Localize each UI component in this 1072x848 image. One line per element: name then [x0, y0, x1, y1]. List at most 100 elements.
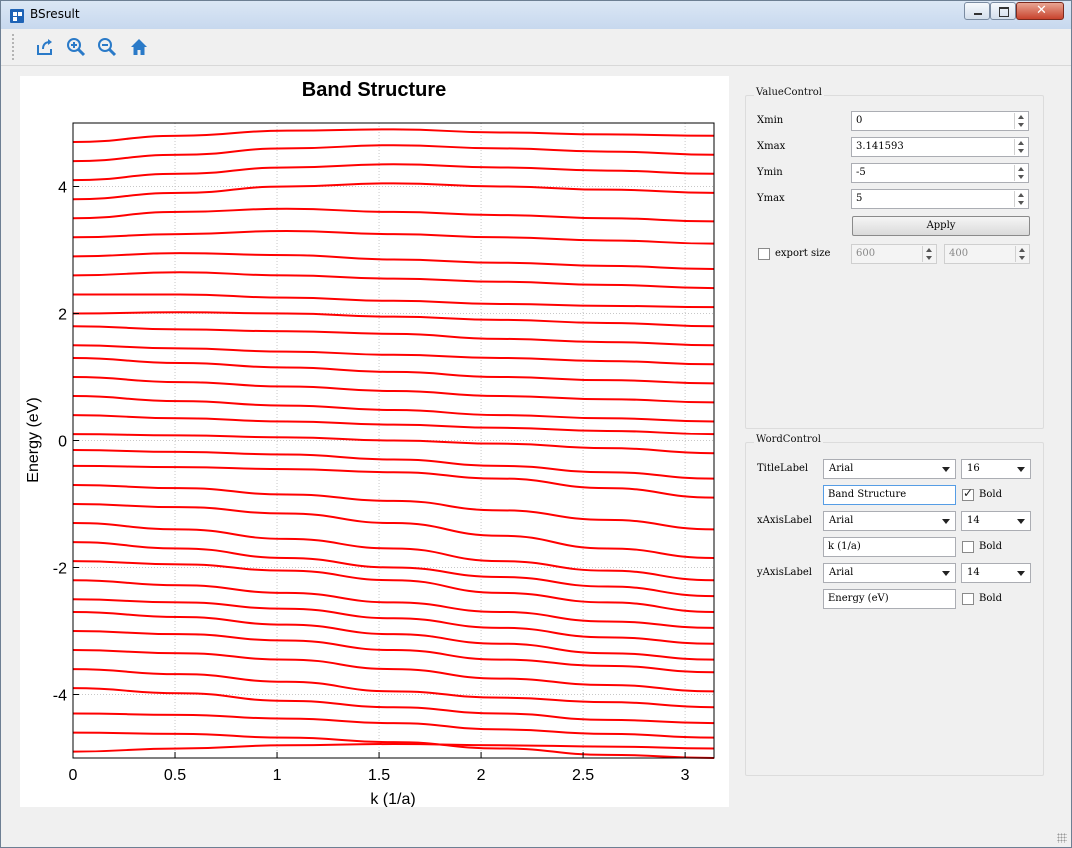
band-line [72, 522, 715, 582]
export-size-checkbox[interactable] [758, 248, 770, 260]
x-tick-label: 1 [273, 767, 282, 784]
band-line [72, 293, 715, 309]
x-tick-label: 2 [477, 767, 486, 784]
maximize-button[interactable] [990, 2, 1016, 20]
y-axis-font-value: Arial [829, 567, 854, 578]
chevron-down-icon [1017, 571, 1025, 576]
xmax-value: 3.141593 [856, 141, 904, 152]
x-tick-label: 1.5 [368, 767, 390, 784]
xmin-label: Xmin [757, 115, 784, 126]
close-icon: ✕ [1036, 3, 1047, 18]
x-axis-bold-checkbox[interactable] [962, 541, 974, 553]
band-line [72, 649, 715, 693]
y-axis-size-combo[interactable]: 14 [961, 563, 1031, 583]
maximize-icon [999, 7, 1009, 17]
band-line [72, 483, 715, 531]
chevron-down-icon [942, 519, 950, 524]
band-line [72, 311, 715, 328]
minimize-icon [974, 13, 982, 15]
ymin-label: Ymin [757, 167, 783, 178]
minimize-button[interactable] [964, 2, 990, 20]
band-line [72, 271, 715, 290]
zoom-out-icon[interactable] [97, 37, 117, 57]
close-button[interactable]: ✕ [1016, 2, 1064, 20]
spin-arrows-icon[interactable] [922, 246, 935, 262]
home-icon[interactable] [129, 37, 149, 57]
chart-title: Band Structure [302, 79, 446, 101]
title-size-value: 16 [967, 463, 980, 474]
app-icon [10, 9, 24, 23]
y-tick-label: 0 [58, 434, 67, 451]
band-structure-chart[interactable]: Band Structure 0 0.5 1 1.5 2 2.5 3 -4 -2 0 2 4 k (1… [20, 76, 729, 808]
y-axis-label-caption: yAxisLabel [757, 567, 812, 578]
spin-arrows-icon[interactable] [1014, 139, 1027, 155]
title-size-combo[interactable]: 16 [961, 459, 1031, 479]
band-line [72, 356, 715, 385]
band-line [72, 207, 715, 223]
chart-panel[interactable]: Band Structure 0 0.5 1 1.5 2 2.5 3 -4 -2 0 2 4 k (1… [20, 76, 729, 808]
band-line [72, 325, 715, 347]
apply-button[interactable]: Apply [852, 216, 1030, 236]
chevron-down-icon [942, 571, 950, 576]
band-line [72, 395, 715, 423]
band-line [72, 503, 715, 559]
x-axis-text-input[interactable]: k (1/a) [823, 537, 956, 557]
toolbar [1, 29, 1071, 66]
zoom-in-icon[interactable] [66, 37, 86, 57]
y-tick-label: 2 [58, 307, 67, 324]
band-line [72, 731, 715, 759]
spin-arrows-icon[interactable] [1014, 165, 1027, 181]
export-size-label: export size [775, 248, 831, 259]
y-axis-label: Energy (eV) [25, 397, 42, 482]
chevron-down-icon [1017, 467, 1025, 472]
y-axis-text-value: Energy (eV) [828, 593, 889, 604]
band-line [72, 630, 715, 674]
ymax-value: 5 [856, 193, 863, 204]
band-line [72, 668, 715, 709]
spin-arrows-icon[interactable] [1015, 246, 1028, 262]
band-line [72, 687, 715, 725]
x-axis-size-combo[interactable]: 14 [961, 511, 1031, 531]
y-axis-text-input[interactable]: Energy (eV) [823, 589, 956, 609]
spin-arrows-icon[interactable] [1014, 113, 1027, 129]
y-tick-label: -2 [53, 561, 67, 578]
value-control-title: ValueControl [754, 87, 824, 98]
ymin-spinbox[interactable]: -5 [851, 163, 1029, 183]
title-bold-label: Bold [979, 489, 1002, 500]
y-axis-font-combo[interactable]: Arial [823, 563, 956, 583]
window-title: BSresult [30, 7, 80, 21]
title-text-input[interactable]: Band Structure [823, 485, 956, 505]
xmax-label: Xmax [757, 141, 786, 152]
x-axis-text-value: k (1/a) [828, 541, 861, 552]
band-line [72, 344, 715, 366]
chart-series-group [72, 128, 715, 759]
title-text-value: Band Structure [828, 489, 907, 500]
export-width-spinbox[interactable]: 600 [851, 244, 937, 264]
xmin-value: 0 [856, 115, 863, 126]
band-line [72, 144, 715, 163]
spin-arrows-icon[interactable] [1014, 191, 1027, 207]
band-line [72, 229, 715, 245]
title-font-combo[interactable]: Arial [823, 459, 956, 479]
x-axis-font-combo[interactable]: Arial [823, 511, 956, 531]
y-tick-label: 4 [58, 180, 67, 197]
export-icon[interactable] [35, 37, 55, 57]
export-height-spinbox[interactable]: 400 [944, 244, 1030, 264]
x-axis-bold-label: Bold [979, 541, 1002, 552]
chart-ticks: 0 0.5 1 1.5 2 2.5 3 -4 -2 0 2 4 [53, 180, 690, 785]
xmin-spinbox[interactable]: 0 [851, 111, 1029, 131]
y-axis-bold-checkbox[interactable] [962, 593, 974, 605]
title-bar[interactable]: BSresult ✕ [1, 1, 1071, 29]
y-axis-bold-label: Bold [979, 593, 1002, 604]
toolbar-grip-handle[interactable] [11, 33, 15, 61]
band-line [72, 743, 715, 753]
band-line [72, 182, 715, 201]
band-line [72, 541, 715, 598]
title-label-caption: TitleLabel [757, 463, 809, 474]
x-tick-label: 2.5 [572, 767, 594, 784]
resize-grip-handle[interactable] [1057, 833, 1067, 843]
ymax-spinbox[interactable]: 5 [851, 189, 1029, 209]
title-bold-checkbox[interactable] [962, 486, 974, 501]
band-line [72, 449, 715, 480]
xmax-spinbox[interactable]: 3.141593 [851, 137, 1029, 157]
